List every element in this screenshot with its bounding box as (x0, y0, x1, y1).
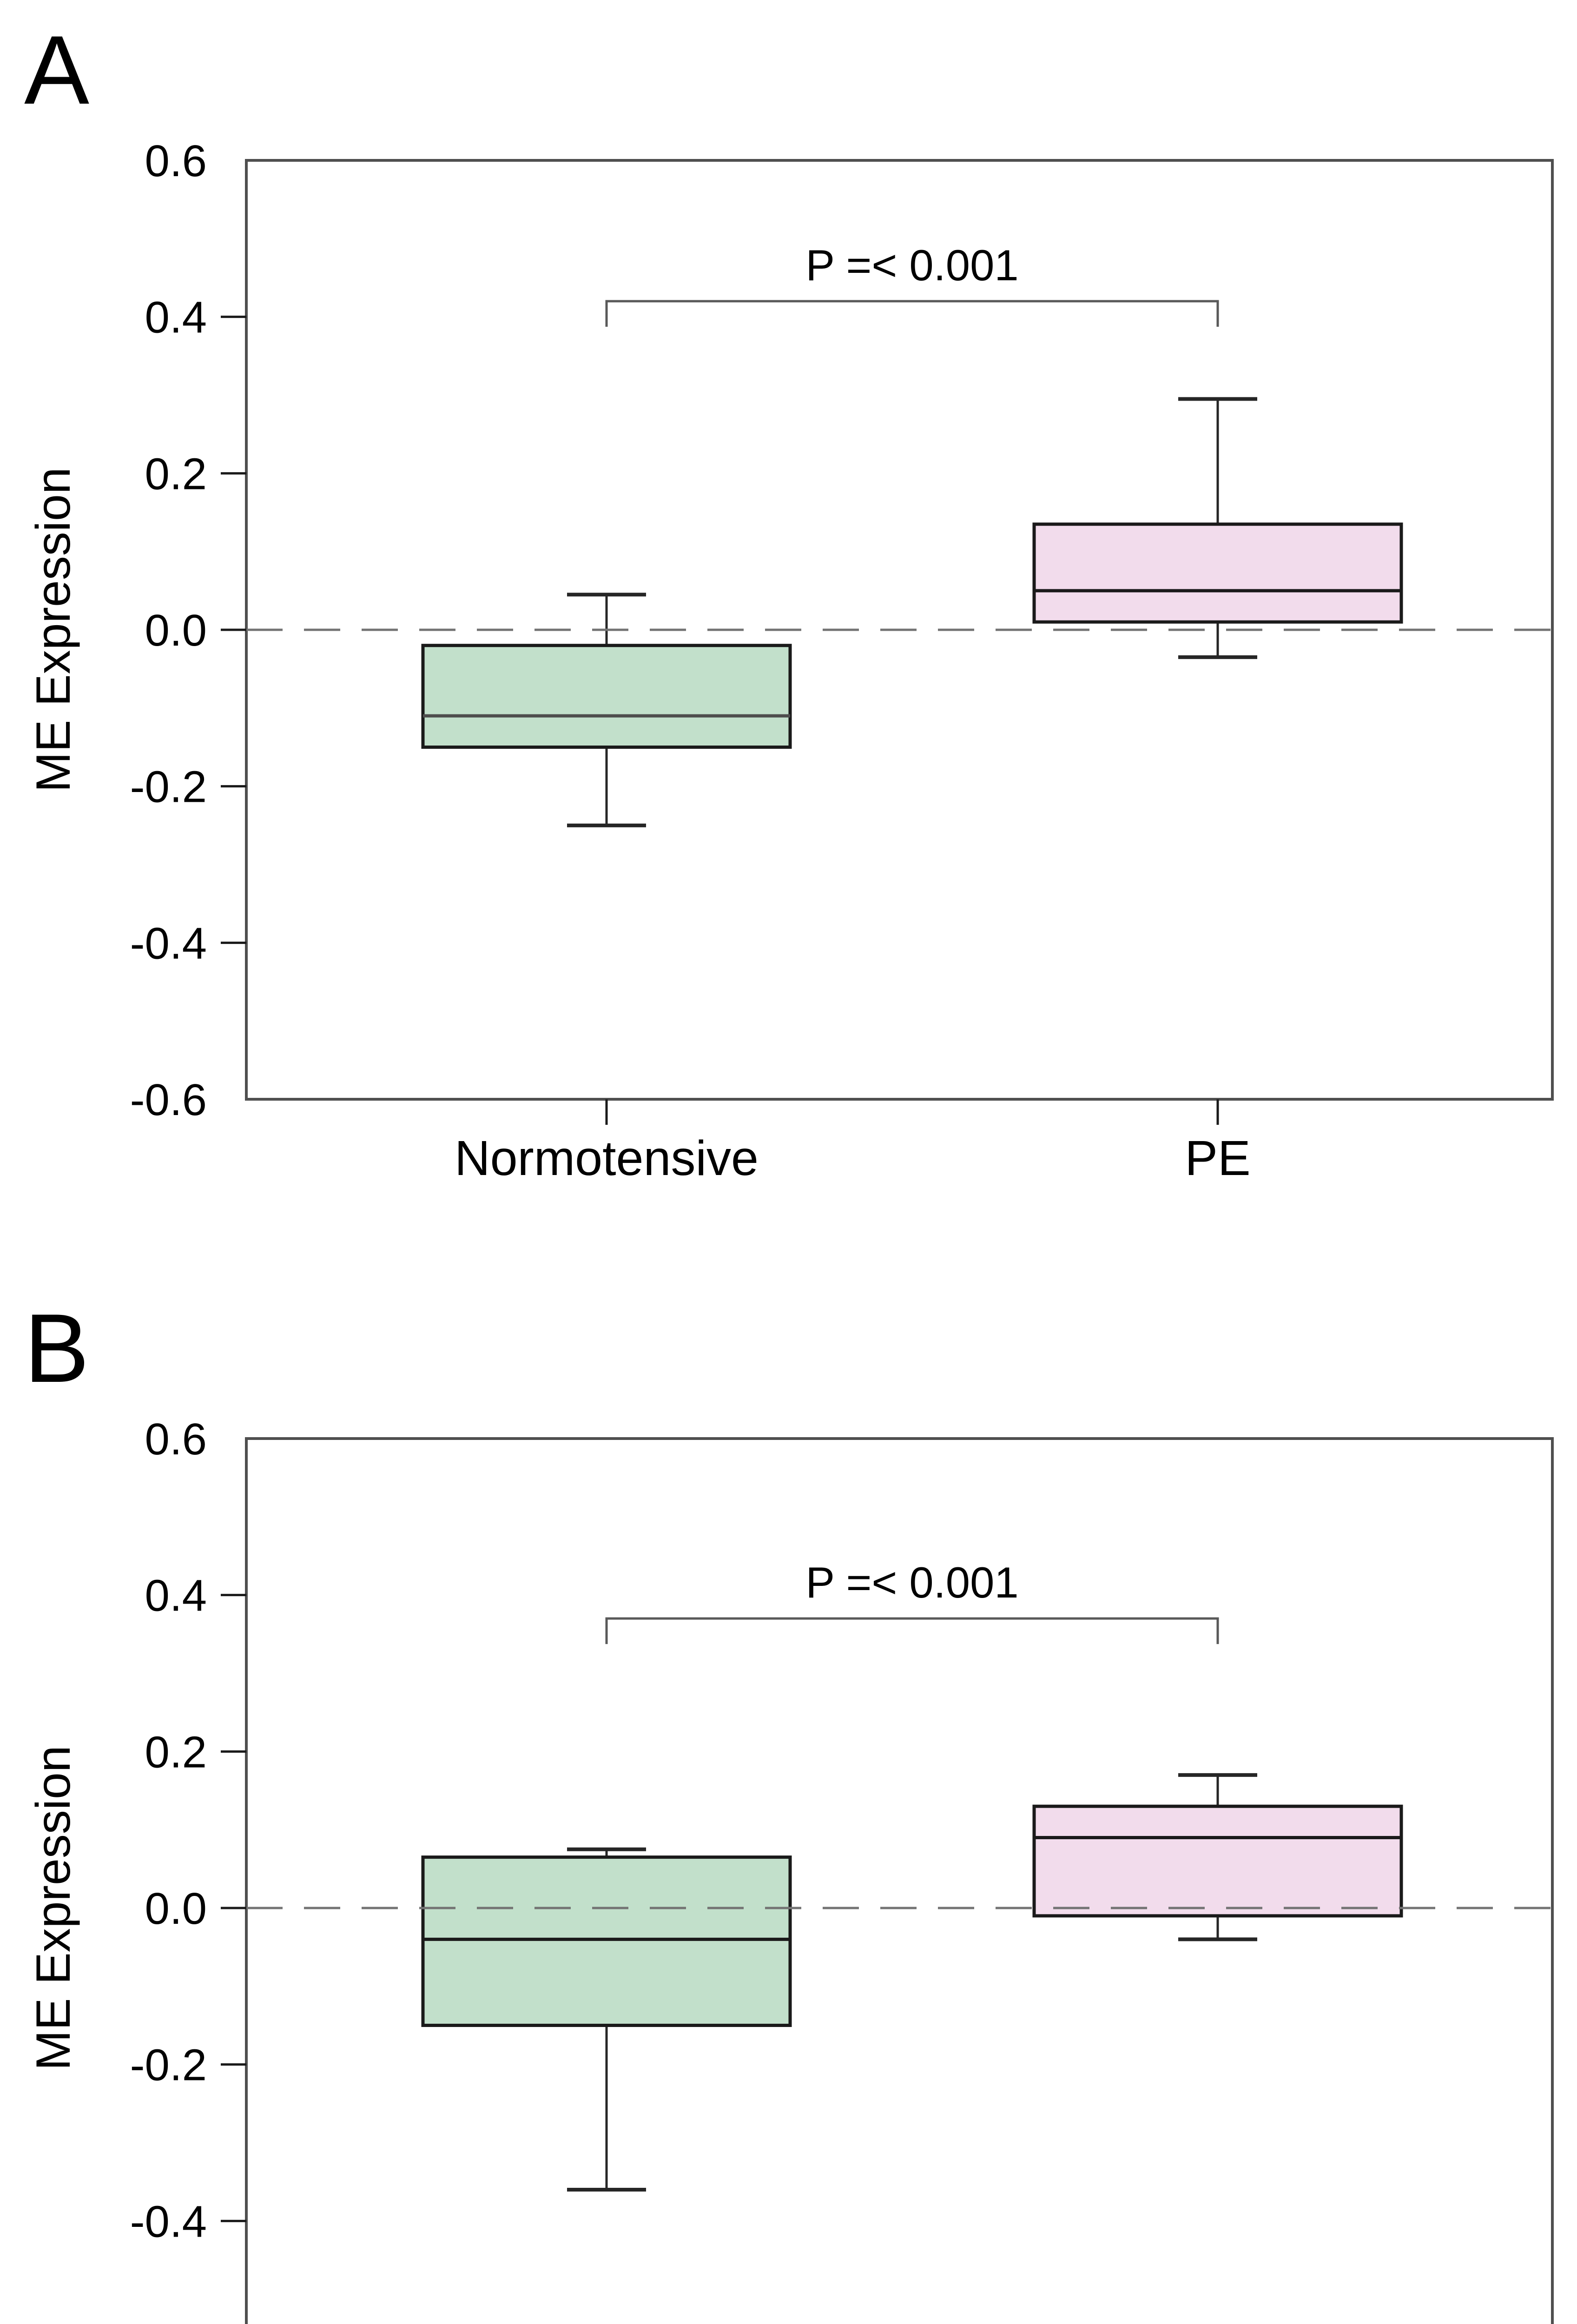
panel-b-y-axis-title: ME Expression (26, 1745, 80, 2070)
box-rect (421, 1855, 792, 2027)
panel-a-p-value-text: P =< 0.001 (805, 241, 1018, 290)
panel-a-ytick-label: -0.2 (130, 762, 207, 812)
panel-b-significance-bracket (605, 1617, 1219, 1644)
box-rect (421, 644, 792, 749)
panel-a-box-normotensive (421, 593, 792, 827)
panel-a-xtick-label-normotensive: Normotensive (455, 1131, 759, 1186)
panel-a-ytick-label: 0.0 (145, 606, 207, 655)
panel-b-ytick-label: -0.4 (130, 2197, 207, 2246)
box-rect (1032, 1804, 1403, 1918)
panel-b-box-normotensive (421, 1847, 792, 2192)
panel-a-y-axis-title: ME Expression (26, 467, 80, 792)
panel-a-ytick-label: 0.4 (145, 293, 207, 343)
box-rect (1032, 522, 1403, 624)
panel-a-box-pe (1032, 397, 1403, 659)
panel-a-ytick-label: 0.2 (145, 449, 207, 499)
panel-a-label: A (24, 15, 89, 125)
panel-b-ytick-label: 0.6 (145, 1414, 207, 1464)
panel-b-box-pe (1032, 1773, 1403, 1941)
panel-a-xtick-label-pe: PE (1185, 1131, 1250, 1186)
panel-a-ytick-label: 0.6 (145, 136, 207, 186)
panel-b-ytick-label: -0.2 (130, 2040, 207, 2090)
panel-b-group: B0.60.40.20.0-0.2-0.4-0.6ME ExpressionP … (24, 1294, 1554, 2324)
panel-b-ytick-label: 0.4 (145, 1571, 207, 1621)
panel-b-ytick-label: 0.2 (145, 1727, 207, 1777)
panel-a-ytick-label: -0.6 (130, 1075, 207, 1125)
panel-b-ytick-label: 0.0 (145, 1884, 207, 1934)
panel-a-ytick-label: -0.4 (130, 918, 207, 968)
panel-b-p-value-text: P =< 0.001 (805, 1558, 1018, 1607)
panel-b-label: B (24, 1294, 89, 1403)
panel-a-significance-bracket (605, 300, 1219, 327)
panel-a-group: A 0.6 0.4 0.2 0.0 -0.2 -0.4 -0.6 ME Expression P … (24, 15, 1554, 1186)
